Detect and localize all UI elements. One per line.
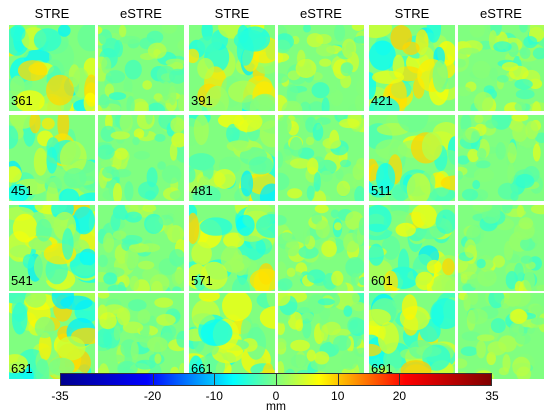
stre-tile: 661 [189,293,275,379]
colorbar-tick-mark [214,373,216,386]
estre-heatmap [278,293,364,379]
tile-label: 361 [11,93,33,108]
stre-heatmap [189,293,275,379]
estre-heatmap [458,293,544,379]
colorbar-tick-mark [337,373,339,386]
colorbar-tick-label: 20 [392,389,407,403]
colorbar-tick-label: -10 [205,389,223,403]
tile-label: 451 [11,183,33,198]
estre-tile [458,25,544,111]
estre-tile [278,25,364,111]
estre-tile [458,115,544,201]
colorbar-tick-mark [152,373,154,386]
tile-label: 391 [191,93,213,108]
column-header-stre-1: STRE [34,6,70,21]
column-header-estre-3: eSTRE [480,6,522,21]
estre-tile [98,25,184,111]
tile-label: 691 [371,361,393,376]
stre-tile: 421 [369,25,455,111]
colorbar-tick-label: -35 [51,389,69,403]
tile-label: 511 [371,183,392,198]
estre-heatmap [98,205,184,291]
stre-tile: 541 [9,205,95,291]
stre-heatmap [9,115,95,201]
stre-heatmap [369,25,455,111]
stre-heatmap [369,115,455,201]
stre-heatmap [189,115,275,201]
estre-heatmap [98,293,184,379]
estre-heatmap [98,115,184,201]
tile-label: 601 [371,273,393,288]
stre-heatmap [369,205,455,291]
estre-tile [278,293,364,379]
estre-tile [458,293,544,379]
stre-tile: 481 [189,115,275,201]
stre-tile: 631 [9,293,95,379]
colorbar-tick-label: 10 [331,389,345,403]
estre-heatmap [458,115,544,201]
estre-tile [278,115,364,201]
estre-heatmap [278,205,364,291]
column-header-stre-2: STRE [214,6,250,21]
estre-heatmap [278,25,364,111]
stre-tile: 511 [369,115,455,201]
estre-heatmap [458,205,544,291]
tile-label: 571 [191,273,213,288]
colorbar-tick-mark [276,373,277,386]
colorbar-tick-label: -20 [143,389,162,403]
estre-heatmap [278,115,364,201]
stre-tile: 451 [9,115,95,201]
column-header-estre-1: eSTRE [120,6,162,21]
estre-tile [98,293,184,379]
stre-heatmap [189,25,275,111]
estre-tile [98,205,184,291]
tile-label: 481 [191,183,213,198]
tile-label: 541 [11,273,33,288]
estre-tile [458,205,544,291]
estre-tile [278,205,364,291]
column-header-stre-3: STRE [394,6,430,21]
stre-heatmap [9,25,95,111]
stre-tile: 691 [369,293,455,379]
column-header-estre-2: eSTRE [300,6,342,21]
stre-tile: 571 [189,205,275,291]
stre-tile: 601 [369,205,455,291]
colorbar-tick-label: 0 [272,389,280,403]
stre-heatmap [9,293,95,379]
stre-heatmap [369,293,455,379]
tile-label: 421 [371,93,393,108]
tile-label: 631 [11,361,33,376]
estre-tile [98,115,184,201]
colorbar-unit-label: mm [266,399,286,413]
estre-heatmap [98,25,184,111]
estre-heatmap [458,25,544,111]
stre-heatmap [189,205,275,291]
stre-heatmap [9,205,95,291]
stre-tile: 361 [9,25,95,111]
stre-tile: 391 [189,25,275,111]
colorbar-tick-mark [399,373,401,386]
tile-label: 661 [191,361,213,376]
colorbar-tick-label: 35 [485,389,499,403]
